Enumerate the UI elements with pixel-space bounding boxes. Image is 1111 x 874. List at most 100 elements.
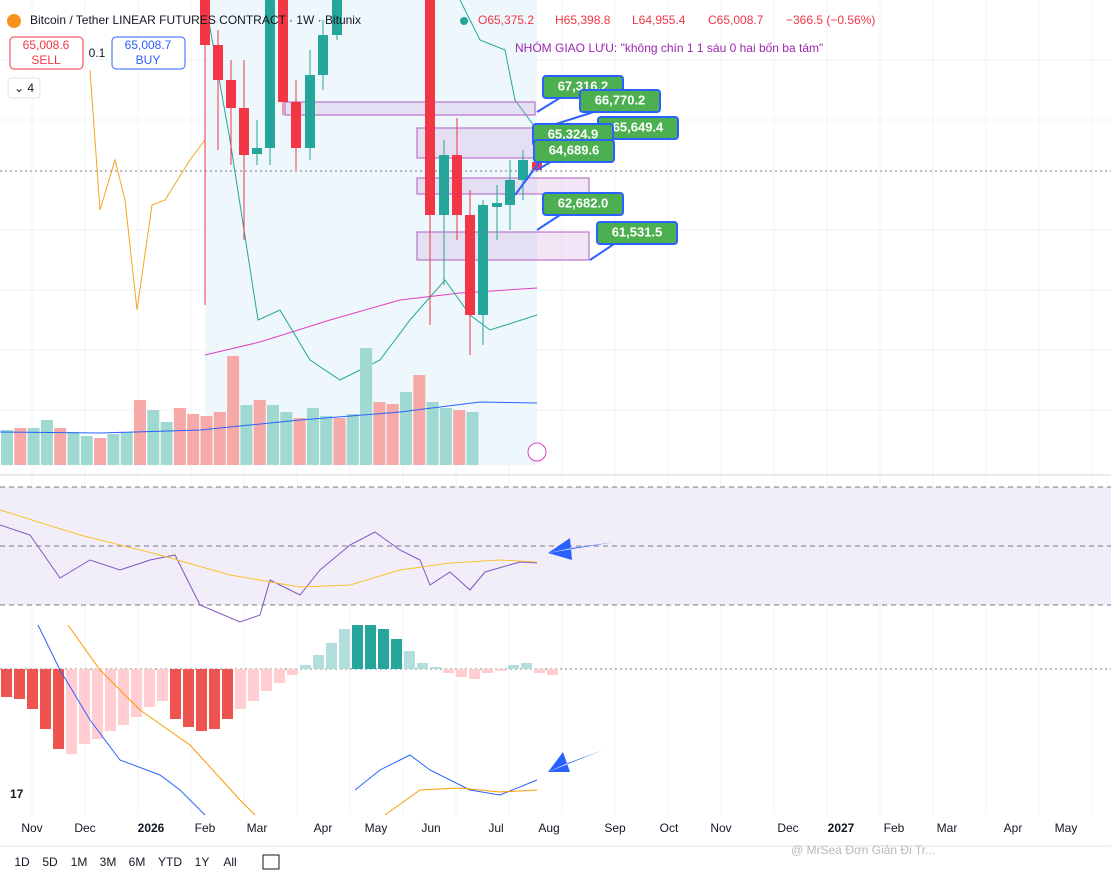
price-label-box [533, 139, 615, 163]
indicators-toggle[interactable] [7, 77, 41, 99]
x-axis-label: May [365, 821, 388, 835]
macd-bar [456, 669, 467, 677]
candle [465, 215, 475, 315]
macd-bar [209, 669, 220, 729]
range-button[interactable]: 5D [42, 855, 58, 869]
buy-button[interactable] [111, 36, 186, 70]
macd-bar [170, 669, 181, 719]
volume-bar [400, 392, 412, 465]
macd-line-2 [354, 754, 538, 796]
volume-bar [14, 428, 27, 465]
candle [291, 102, 301, 148]
sell-button[interactable] [9, 36, 84, 70]
x-axis-label: 2027 [828, 821, 855, 835]
candle [318, 35, 328, 75]
macd-bar [482, 669, 493, 673]
volume-bar [413, 375, 426, 465]
x-axis-label: Sep [604, 821, 626, 835]
candle [252, 148, 262, 154]
macd-bar [248, 669, 259, 701]
arrow [548, 538, 615, 560]
volume-bar [293, 418, 306, 465]
macd-bar [391, 639, 402, 669]
close: C65,008.7 [708, 13, 764, 27]
macd-bar [326, 643, 337, 669]
range-bar: 1D 5D 1M 3M 6M YTD 1Y All [14, 854, 280, 870]
range-button[interactable]: All [223, 855, 236, 869]
event-icon[interactable] [527, 442, 547, 462]
watermark: @ MrSea Đơn Giản Đi Tr... [791, 843, 935, 857]
volume-bar [466, 412, 479, 465]
macd-bar [157, 669, 168, 701]
arrow [548, 750, 603, 772]
range-button[interactable]: 1Y [195, 855, 210, 869]
candle [425, 0, 435, 215]
buy-price: 65,008.7 [125, 38, 172, 52]
x-axis-label: Feb [195, 821, 216, 835]
candle [518, 160, 528, 180]
volume-bar [333, 418, 346, 465]
volume-bar [267, 405, 279, 465]
volume-bar [27, 428, 40, 465]
x-axis-label: Mar [937, 821, 958, 835]
volume-bar [386, 404, 399, 465]
candle [505, 180, 515, 205]
candle [305, 75, 315, 148]
calendar-icon[interactable] [262, 854, 280, 870]
range-button[interactable]: 3M [100, 855, 117, 869]
volume-bar [160, 422, 173, 465]
volume-bar [360, 348, 373, 465]
macd-bar [40, 669, 51, 729]
price-label: 66,770.2 [595, 92, 646, 107]
macd-bar [235, 669, 246, 709]
rsi-band [0, 487, 1111, 605]
candle [452, 155, 462, 215]
x-axis-label: 2026 [138, 821, 165, 835]
macd-bar [508, 665, 519, 669]
candle [213, 45, 223, 80]
macd-bar [313, 655, 324, 669]
macd-bar [469, 669, 480, 679]
x-axis-label: Nov [21, 821, 42, 835]
macd-bar [27, 669, 38, 709]
volume-bar [134, 400, 146, 465]
volume-bar [227, 356, 240, 465]
macd-bar [14, 669, 25, 699]
macd-bar [365, 625, 376, 669]
volume-bar [173, 408, 186, 465]
range-button[interactable]: 1D [14, 855, 30, 869]
volume-bar [94, 438, 107, 465]
macd-bar [222, 669, 233, 719]
open: O65,375.2 [478, 13, 534, 27]
macd-bar [92, 669, 103, 739]
change: −366.5 (−0.56%) [786, 13, 875, 27]
bb-upper [459, 0, 538, 131]
macd-bar [66, 669, 77, 754]
volume-bar [213, 412, 226, 465]
range-button[interactable]: YTD [158, 855, 182, 869]
orange-line [89, 69, 206, 311]
volume-bar [147, 410, 160, 465]
x-axis-label: Oct [660, 821, 679, 835]
volume-bar [67, 432, 80, 465]
price-label: 61,531.5 [612, 224, 663, 239]
price-label-box [596, 221, 678, 245]
volume-bar [306, 408, 319, 465]
rsi-line [0, 524, 538, 623]
range-button[interactable]: 6M [129, 855, 146, 869]
range-button[interactable]: 1M [71, 855, 88, 869]
volume-bar [373, 402, 386, 465]
macd-bar [144, 669, 155, 707]
bb-lower [204, 0, 538, 381]
annotation: NHÓM GIAO LƯU: "không chín 1 1 sáu 0 hai… [515, 40, 823, 55]
candle [226, 80, 236, 108]
candle [439, 155, 449, 215]
bollinger-fill [205, 0, 537, 465]
macd-bar [196, 669, 207, 731]
sell-price: 65,008.6 [23, 38, 70, 52]
price-label-box [542, 192, 624, 216]
candle [239, 108, 249, 155]
macd-bar [430, 667, 441, 669]
x-axis-label: Apr [1004, 821, 1023, 835]
x-axis-label: Aug [538, 821, 559, 835]
